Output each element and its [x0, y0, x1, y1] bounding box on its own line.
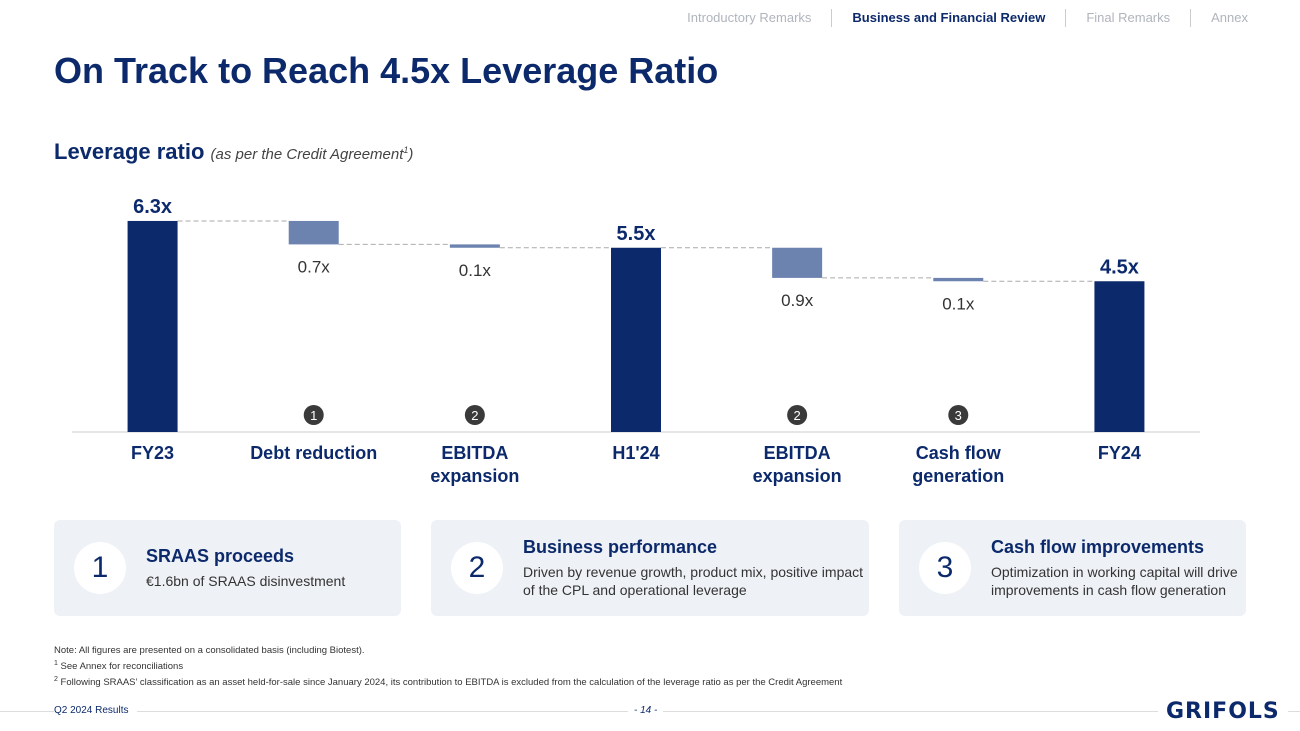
chart: 6.3x FY23 0.7x 1 Debt reduction 0.1x 2 EBITDA e… [72, 196, 1200, 486]
marker-badge [464, 405, 485, 425]
bar [772, 247, 823, 278]
x-tick-label: Cash flow generation [912, 443, 1005, 486]
card-title: Business performance [523, 537, 718, 557]
title: On Track to Reach 4.5x Leverage Ratio [54, 50, 719, 91]
value-label: 0.1x [459, 261, 492, 280]
marker-label: 2 [471, 408, 478, 423]
x-tick-label: FY24 [1097, 443, 1141, 463]
card-number: 3 [919, 542, 971, 594]
marker-badge [303, 405, 324, 425]
note-sup: 1 [54, 660, 58, 667]
subtitle-sup: 1 [403, 145, 409, 155]
note-text: Note: All figures are presented on a con… [54, 645, 365, 656]
footer-text: Q2 2024 Results [54, 705, 137, 716]
card-text: €1.6bn of SRAAS disinvestment [146, 573, 346, 589]
marker-badge [948, 405, 969, 425]
marker-label: 1 [310, 408, 317, 423]
chart-title: Leverage ratio (as per the Credit Agreem… [54, 139, 413, 165]
x-tick-label-box: EBITDA expansion [430, 443, 520, 486]
bar [127, 220, 178, 432]
marker-label: 3 [955, 408, 962, 423]
card: 1 SRAAS proceeds €1.6bn of SRAAS disinvest… [54, 520, 401, 616]
subtitle-text: (as per the Credit Agreement [210, 146, 404, 163]
card-body: SRAAS proceeds €1.6bn of SRAAS disinvestm… [146, 546, 345, 590]
bar [933, 277, 984, 282]
chart-subtitle: (as per the Credit Agreement1) [210, 145, 414, 163]
nav-item: Introductory Remarks [687, 10, 812, 25]
card-text: Optimization in working capital will dri… [991, 564, 1238, 598]
card-text: Driven by revenue growth, product mix, p… [523, 564, 864, 598]
page-number: - 14 - [628, 705, 664, 716]
note-text: Following SRAAS’ classification as an as… [60, 677, 843, 689]
chart-title-text: Leverage ratio [54, 139, 205, 164]
bar [449, 244, 500, 248]
nav: Introductory Remarks Business and Financi… [667, 9, 1268, 27]
note: 1 See Annex for reconciliations [54, 657, 842, 673]
value-label: 0.9x [781, 291, 814, 310]
note: Note: All figures are presented on a con… [54, 644, 842, 657]
value-label: 0.1x [942, 294, 975, 313]
nav-item: Final Remarks [1065, 9, 1190, 27]
card-title: SRAAS proceeds [146, 546, 295, 566]
x-tick-label-box: Debt reduction [250, 443, 378, 463]
subtitle-close: ) [408, 146, 414, 163]
x-tick-label-box: FY23 [131, 443, 175, 463]
notes: Note: All figures are presented on a con… [54, 644, 842, 689]
value-label: 0.7x [298, 257, 331, 276]
marker-label: 2 [794, 408, 801, 423]
value-label: 6.3x [133, 196, 172, 218]
note-text: See Annex for reconciliations [60, 661, 184, 673]
x-tick-label-box: FY24 [1097, 443, 1141, 463]
x-tick-label-box: EBITDA expansion [752, 443, 842, 486]
card-number: 2 [451, 542, 503, 594]
logo: GRIFOLS [1158, 699, 1288, 724]
nav-item: Annex [1190, 9, 1268, 27]
x-tick-label-box: Cash flow generation [912, 443, 1005, 486]
card-body: Business performance Driven by revenue gr… [523, 537, 869, 599]
note-sup: 2 [54, 676, 58, 684]
x-tick-label: Debt reduction [250, 443, 378, 463]
card-number: 1 [74, 542, 126, 594]
card-body: Cash flow improvements Optimization in wo… [991, 537, 1246, 599]
nav-item: Business and Financial Review [831, 9, 1065, 27]
x-tick-label: FY23 [131, 443, 175, 463]
x-tick-label: H1'24 [612, 443, 660, 463]
value-label: 4.5x [1100, 256, 1139, 278]
bar [288, 220, 339, 245]
bar [611, 247, 661, 432]
bar [1094, 281, 1145, 432]
card-title: Cash flow improvements [991, 537, 1205, 557]
x-tick-label: EBITDA expansion [430, 443, 520, 486]
card: 2 Business performance Driven by revenue g… [431, 520, 869, 616]
marker-badge [787, 405, 808, 425]
card: 3 Cash flow improvements Optimization in w… [899, 520, 1246, 616]
x-tick-label-box: H1'24 [612, 443, 660, 463]
x-tick-label: EBITDA expansion [752, 443, 842, 486]
value-label: 5.5x [617, 223, 656, 245]
note: 2 Following SRAAS’ classification as an … [54, 673, 842, 689]
